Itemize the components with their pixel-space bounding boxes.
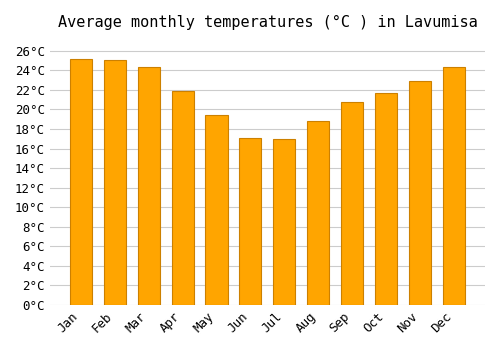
Bar <box>172 91 194 305</box>
Bar <box>138 67 160 305</box>
Bar <box>342 102 363 305</box>
Bar <box>274 139 295 305</box>
Bar <box>409 81 432 305</box>
Bar <box>104 61 126 305</box>
Bar <box>206 115 228 305</box>
Bar <box>70 58 92 305</box>
Bar <box>308 121 330 305</box>
Title: Average monthly temperatures (°C ) in Lavumisa: Average monthly temperatures (°C ) in La… <box>58 15 478 30</box>
Bar <box>375 93 398 305</box>
Bar <box>443 67 465 305</box>
Bar <box>240 138 262 305</box>
